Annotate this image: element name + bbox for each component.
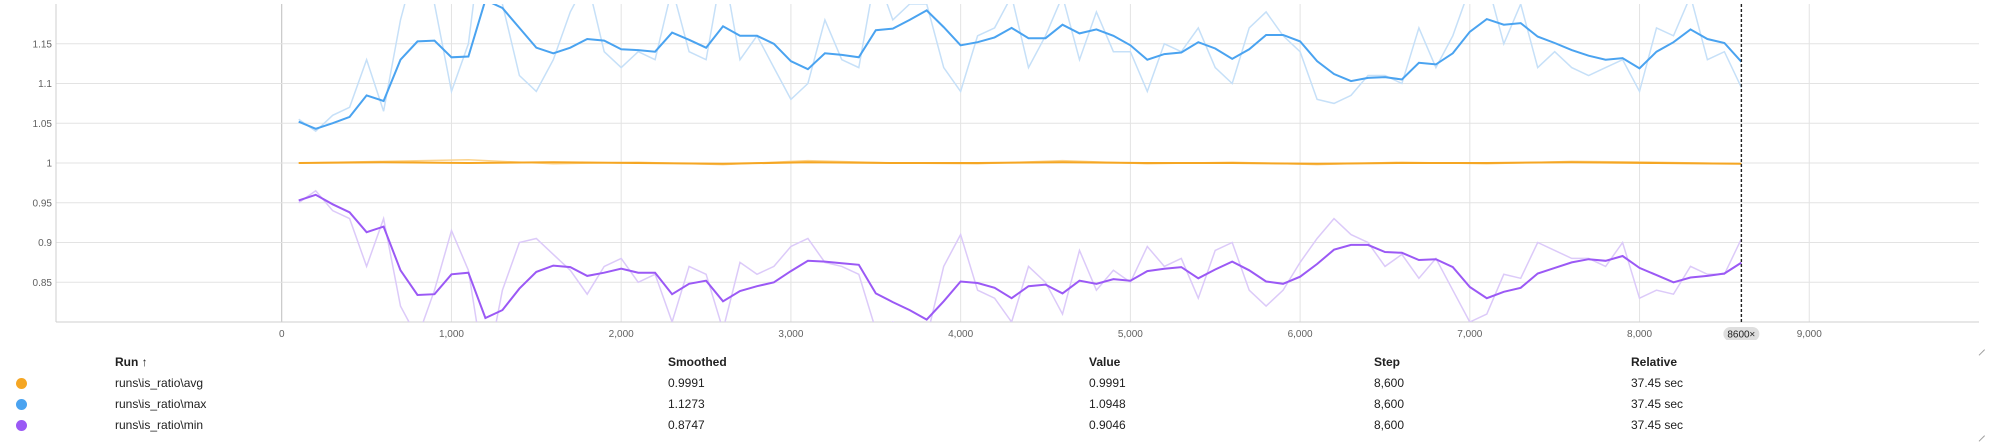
value-cell: 1.0948 [1089,396,1126,411]
smoothed-series-line [298,161,1742,165]
x-tick-label: 6,000 [1288,329,1313,340]
x-tick-label: 2,000 [609,329,634,340]
y-tick-label: 0.95 [33,198,53,209]
step-cell: 8,600 [1374,396,1405,411]
y-tick-label: 1.05 [33,119,53,130]
y-tick-label: 0.85 [33,278,53,289]
smoothed-value-cell: 1.1273 [668,396,705,411]
raw-series-line [298,189,1743,322]
x-tick-label: 0 [279,329,285,340]
legend-color-cell [0,372,115,393]
y-tick-label: 0.9 [38,238,52,249]
y-axis-ticks: 0.85 0.9 0.95 1 1.05 1.1 1.15 [33,39,53,289]
legend-row[interactable]: runs\is_ratio\min 0.8747 0.9046 8,600 37… [0,414,1991,435]
x-tick-label: 3,000 [778,329,803,340]
smoothed-value-cell: 0.9991 [668,375,705,390]
legend-color-cell [0,414,115,435]
close-icon[interactable]: × [1749,330,1755,341]
step-cell: 8,600 [1374,375,1405,390]
smoothed-series-line [298,193,1742,321]
cursor-badge[interactable] [1723,327,1760,340]
value-cell: 0.9046 [1089,417,1126,432]
relative-column-header[interactable]: Relative [1631,355,1678,369]
value-cell: 0.9991 [1089,375,1126,390]
relative-time-cell: 37.45 sec [1631,375,1684,390]
y-tick-label: 1.15 [33,39,53,50]
relative-time-cell: 37.45 sec [1631,417,1684,432]
series-color-dot-icon [16,398,27,410]
legend-color-column-header [0,352,115,372]
cursor-step-label: 8600 [1727,330,1750,341]
y-tick-label: 1.1 [38,79,52,90]
x-tick-label: 5,000 [1118,329,1143,340]
raw-series-line [298,4,1743,133]
legend-row[interactable]: runs\is_ratio\avg 0.9991 0.9991 8,600 37… [0,372,1991,393]
x-tick-label: 9,000 [1797,329,1822,340]
legend-header-row: Run ↑ Smoothed Value Step Relative [0,352,1991,372]
legend-row[interactable]: runs\is_ratio\max 1.1273 1.0948 8,600 37… [0,393,1991,414]
legend-color-cell [0,393,115,414]
x-tick-label: 1,000 [439,329,464,340]
chart-resize-icon[interactable] [1977,342,1985,350]
series-color-dot-icon [16,419,27,431]
smoothed-series-lines [298,4,1743,321]
relative-time-cell: 37.45 sec [1631,396,1684,411]
legend-table: Run ↑ Smoothed Value Step Relative runs\… [0,352,1991,435]
x-axis-ticks: 0 1,000 2,000 3,000 4,000 5,000 6,000 7,000 8,00… [279,329,1822,340]
x-tick-label: 4,000 [948,329,973,340]
smoothed-value-cell: 0.8747 [668,417,705,432]
run-name-cell: runs\is_ratio\max [115,396,207,411]
step-column-header[interactable]: Step [1374,355,1401,369]
series-color-dot-icon [16,377,27,389]
step-cursor[interactable]: 8600 × [1723,4,1760,341]
smoothed-series-line [298,4,1743,130]
table-resize-icon[interactable] [1977,428,1985,436]
y-tick-label: 1 [46,159,52,170]
run-name-cell: runs\is_ratio\min [115,417,204,432]
value-column-header[interactable]: Value [1089,355,1121,369]
run-name-cell: runs\is_ratio\avg [115,375,204,390]
x-tick-label: 7,000 [1457,329,1482,340]
smoothed-column-header[interactable]: Smoothed [668,355,727,369]
line-chart: 8600 × 0 1,000 2,000 3,000 4,000 5,000 6,000 7,0… [33,4,1979,341]
x-tick-label: 8,000 [1627,329,1652,340]
raw-series-lines [298,4,1743,322]
run-column-header[interactable]: Run ↑ [115,355,148,369]
step-cell: 8,600 [1374,417,1405,432]
